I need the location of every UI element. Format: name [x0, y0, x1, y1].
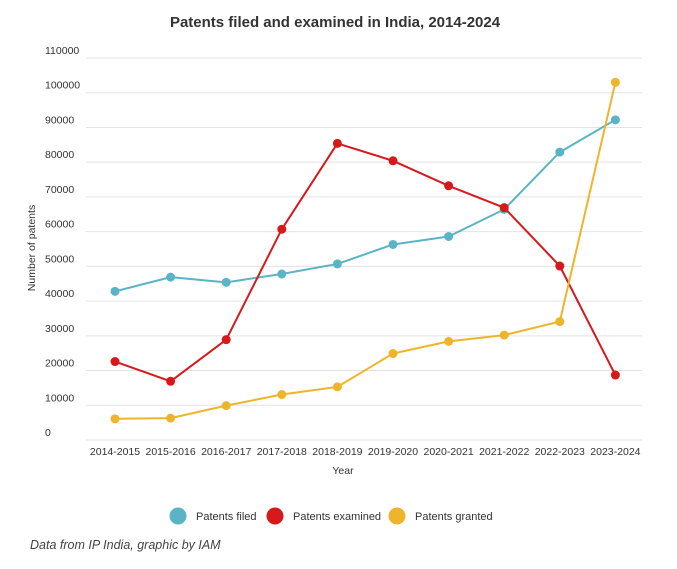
- data-point: [332, 259, 342, 269]
- data-point: [555, 261, 565, 271]
- x-tick-label: 2022-2023: [535, 446, 585, 458]
- y-tick-label: 110000: [45, 45, 79, 57]
- legend: Patents filed Patents examined Patents gra…: [169, 507, 493, 525]
- x-tick-label: 2016-2017: [201, 446, 251, 458]
- data-point: [444, 181, 454, 191]
- data-point: [499, 203, 509, 213]
- legend-label: Patents filed: [196, 511, 257, 523]
- legend-marker: [388, 507, 406, 525]
- data-point: [610, 115, 620, 125]
- legend-marker: [266, 507, 284, 525]
- data-point: [221, 335, 231, 345]
- series-patents-granted: [110, 77, 620, 424]
- x-tick-label: 2019-2020: [368, 446, 418, 458]
- data-point: [277, 224, 287, 234]
- y-axis-title: Number of patents: [26, 205, 38, 291]
- y-tick-label: 50000: [45, 253, 74, 265]
- y-tick-label: 70000: [45, 184, 74, 196]
- x-tick-label: 2018-2019: [312, 446, 362, 458]
- y-tick-label: 0: [45, 427, 51, 439]
- x-tick-label: 2021-2022: [479, 446, 529, 458]
- data-point: [610, 77, 620, 87]
- data-point: [277, 269, 287, 279]
- x-axis-ticks: 2014-2015 2015-2016 2016-2017 2017-2018 2018…: [90, 446, 641, 458]
- series-line: [114, 118, 616, 293]
- grid-lines: [86, 57, 642, 441]
- data-point: [499, 330, 509, 340]
- y-tick-label: 20000: [45, 358, 74, 370]
- data-point: [221, 277, 231, 287]
- x-axis-title: Year: [332, 465, 354, 477]
- data-point: [388, 239, 398, 249]
- data-point: [332, 138, 342, 148]
- data-point: [444, 336, 454, 346]
- y-tick-label: 90000: [45, 114, 74, 126]
- x-tick-label: 2023-2024: [590, 446, 640, 458]
- series-patents-filed: [110, 115, 620, 296]
- y-tick-label: 40000: [45, 288, 74, 300]
- series-line: [114, 82, 617, 420]
- source-note: Data from IP India, graphic by IAM: [30, 538, 221, 552]
- data-point: [277, 390, 287, 400]
- data-point: [444, 231, 454, 241]
- data-point: [610, 370, 620, 380]
- x-tick-label: 2014-2015: [90, 446, 140, 458]
- legend-label: Patents granted: [415, 511, 493, 523]
- y-tick-label: 60000: [45, 219, 74, 231]
- x-tick-label: 2015-2016: [145, 446, 195, 458]
- data-point: [221, 401, 231, 411]
- data-point: [166, 376, 176, 386]
- data-point: [166, 413, 176, 423]
- x-tick-label: 2020-2021: [423, 446, 473, 458]
- data-point: [388, 349, 398, 359]
- series-line: [114, 142, 617, 383]
- y-axis-ticks: 0 10000 20000 30000 40000 50000 60000 70000 8000…: [45, 45, 80, 439]
- y-tick-label: 30000: [45, 323, 74, 335]
- data-point: [110, 357, 120, 367]
- chart-title: Patents filed and examined in India, 201…: [170, 14, 501, 31]
- y-tick-label: 10000: [45, 392, 74, 404]
- data-point: [388, 156, 398, 166]
- data-point: [555, 147, 565, 157]
- data-point: [166, 272, 176, 282]
- legend-label: Patents examined: [293, 511, 381, 523]
- data-point: [110, 286, 120, 296]
- y-tick-label: 80000: [45, 149, 74, 161]
- y-tick-label: 100000: [45, 80, 80, 92]
- series-patents-examined: [110, 138, 620, 386]
- series-lines: [110, 77, 620, 424]
- data-point: [110, 414, 120, 424]
- x-tick-label: 2017-2018: [257, 446, 307, 458]
- data-point: [332, 382, 342, 392]
- legend-marker: [169, 507, 187, 525]
- data-point: [555, 317, 565, 327]
